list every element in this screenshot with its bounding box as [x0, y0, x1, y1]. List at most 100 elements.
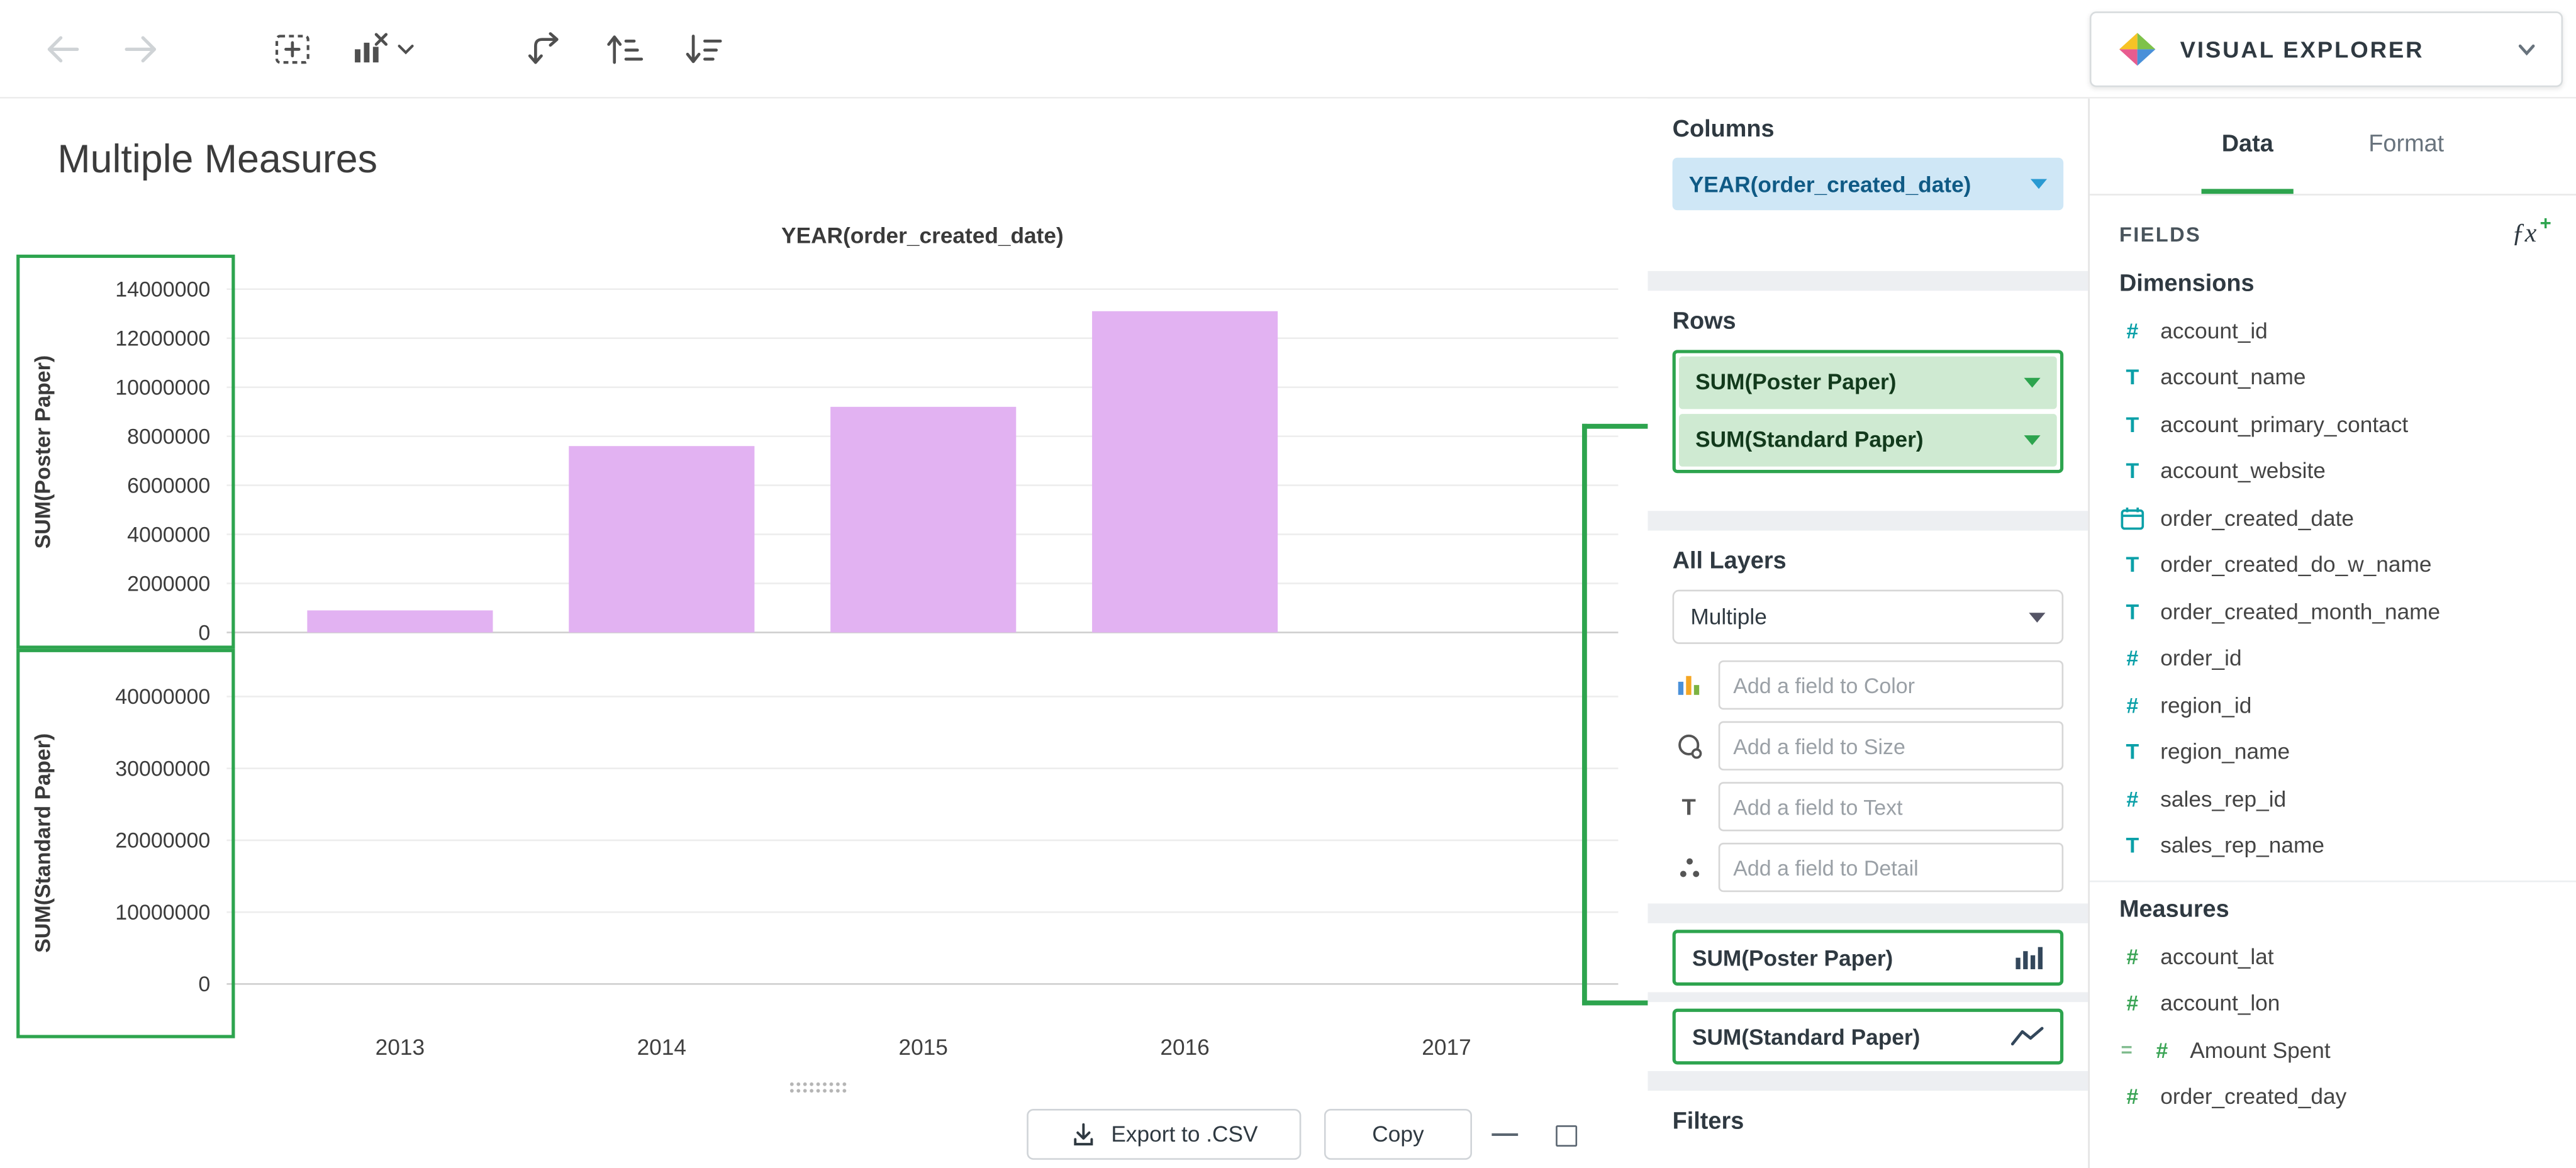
field-target-row: [1673, 721, 2064, 770]
axis-selection-outline-standard: [16, 648, 235, 1038]
field-item[interactable]: # account_lon: [2090, 980, 2576, 1026]
app-switcher[interactable]: VISUAL EXPLORER: [2089, 11, 2563, 87]
x-axis-labels: 2013 2014 2015 2016 2017: [0, 1035, 1648, 1067]
remove-chart-button[interactable]: [342, 19, 424, 78]
number-field-icon: #: [2126, 646, 2139, 671]
svg-text:0: 0: [198, 972, 210, 996]
tab-data[interactable]: Data: [2202, 99, 2294, 194]
calendar-icon: [2121, 507, 2144, 530]
field-item-label: sales_rep_name: [2160, 833, 2324, 859]
pivot-button[interactable]: [516, 19, 575, 78]
list-divider: [2089, 880, 2576, 882]
copy-label: Copy: [1372, 1121, 1424, 1147]
pill-caret-icon[interactable]: [2024, 377, 2041, 387]
sort-descending-icon: [686, 33, 722, 62]
mark-row-label: SUM(Poster Paper): [1692, 945, 1893, 971]
sort-descending-button[interactable]: [674, 19, 733, 78]
x-axis-label: 2016: [1160, 1035, 1210, 1060]
svg-text:2000000: 2000000: [127, 572, 210, 596]
text-field-icon: T: [2126, 833, 2139, 859]
svg-text:4000000: 4000000: [127, 523, 210, 547]
field-drop-input[interactable]: [1718, 721, 2064, 770]
filters-card: Filters: [1648, 1091, 2088, 1168]
mark-card: SUM(Standard Paper): [1648, 1002, 2088, 1071]
field-target-row: T: [1673, 782, 2064, 832]
page-title: Multiple Measures: [57, 138, 378, 182]
field-item[interactable]: # sales_rep_id: [2090, 776, 2576, 822]
mark-card: SUM(Poster Paper): [1648, 923, 2088, 993]
back-button[interactable]: [33, 19, 92, 78]
size-icon: [1673, 732, 1705, 760]
selection-bracket-right: [1581, 423, 1648, 1006]
chart-x-axis-title: YEAR(order_created_date): [781, 223, 1064, 248]
chevron-down-icon[interactable]: [2515, 38, 2538, 61]
layer-select-value: Multiple: [1690, 604, 1767, 630]
field-drop-input[interactable]: [1718, 842, 2064, 893]
forward-button[interactable]: [112, 19, 171, 78]
dimensions-section-title: Dimensions: [2119, 270, 2255, 298]
mark-row-line[interactable]: SUM(Standard Paper): [1672, 1008, 2064, 1065]
shelf-pill[interactable]: SUM(Poster Paper): [1679, 356, 2057, 409]
export-csv-button[interactable]: Export to .CSV: [1027, 1108, 1302, 1160]
field-item[interactable]: # account_id: [2090, 307, 2576, 353]
sort-ascending-button[interactable]: [594, 19, 654, 78]
field-item[interactable]: # order_id: [2090, 635, 2576, 681]
x-axis-label: 2013: [375, 1035, 425, 1060]
svg-text:14000000: 14000000: [115, 277, 210, 301]
mark-row-bar[interactable]: SUM(Poster Paper): [1672, 930, 2064, 986]
shelf-pill[interactable]: YEAR(order_created_date): [1672, 157, 2064, 211]
fullscreen-icon[interactable]: [1547, 1119, 1583, 1152]
svg-text:8000000: 8000000: [127, 425, 210, 448]
layer-select-dropdown[interactable]: Multiple: [1672, 589, 2064, 644]
text-icon: T: [1681, 793, 1696, 820]
pill-caret-icon[interactable]: [2024, 435, 2041, 445]
x-axis-label: 2017: [1422, 1035, 1471, 1060]
field-item-label: Amount Spent: [2190, 1038, 2331, 1063]
copy-button[interactable]: Copy: [1324, 1108, 1472, 1160]
shelf-pill-label: SUM(Poster Paper): [1695, 370, 1897, 395]
fields-header: FIELDS ƒx +: [2090, 196, 2576, 260]
field-item-label: account_id: [2160, 318, 2268, 343]
sort-ascending-icon: [607, 35, 644, 64]
field-item-label: account_website: [2160, 459, 2326, 484]
pivot-icon: [528, 31, 559, 64]
tab-format[interactable]: Format: [2368, 130, 2445, 157]
pane-resize-handle[interactable]: [788, 1081, 850, 1094]
fullscreen-square-icon: [1554, 1124, 1576, 1146]
axis-selection-outline-poster: [16, 254, 235, 649]
visual-explorer-logo-icon: [2119, 33, 2156, 66]
field-drop-input[interactable]: [1718, 782, 2064, 832]
calculated-field-icon: =: [2121, 1038, 2133, 1062]
field-item[interactable]: # order_created_day: [2090, 1074, 2576, 1120]
field-item[interactable]: # account_lat: [2090, 933, 2576, 980]
field-item[interactable]: = # Amount Spent: [2090, 1026, 2576, 1073]
add-chart-icon: [275, 34, 309, 64]
brand-name: VISUAL EXPLORER: [2180, 36, 2424, 63]
add-chart-button[interactable]: [263, 19, 322, 78]
text-field-icon: T: [2126, 459, 2139, 484]
poster-paper-bar-chart[interactable]: 0 2000000 4000000 6000000 8000000 10000000 120…: [0, 255, 1648, 665]
add-calculation-icon[interactable]: ƒx +: [2511, 211, 2551, 248]
svg-text:12000000: 12000000: [115, 326, 210, 350]
standard-paper-line-chart[interactable]: 0 10000000 20000000 30000000 40000000: [0, 657, 1648, 1068]
field-drop-input[interactable]: [1718, 660, 2064, 710]
collapse-icon[interactable]: —: [1492, 1120, 1519, 1149]
pill-caret-icon[interactable]: [2030, 179, 2048, 189]
rows-shelf: Rows SUM(Poster Paper) SUM(Standard Paper…: [1648, 290, 2088, 511]
shelf-pill-label: YEAR(order_created_date): [1688, 171, 1971, 197]
field-item[interactable]: order_created_date: [2090, 494, 2576, 541]
shelf-pill[interactable]: SUM(Standard Paper): [1679, 413, 2057, 467]
all-layers-card: All Layers Multiple T: [1648, 530, 2088, 904]
x-axis-label: 2015: [898, 1035, 948, 1060]
number-field-icon: #: [2126, 1084, 2139, 1110]
field-item[interactable]: # region_id: [2090, 682, 2576, 728]
fields-panel: Data Format FIELDS ƒx + Dimensions # accou…: [2088, 98, 2576, 1168]
